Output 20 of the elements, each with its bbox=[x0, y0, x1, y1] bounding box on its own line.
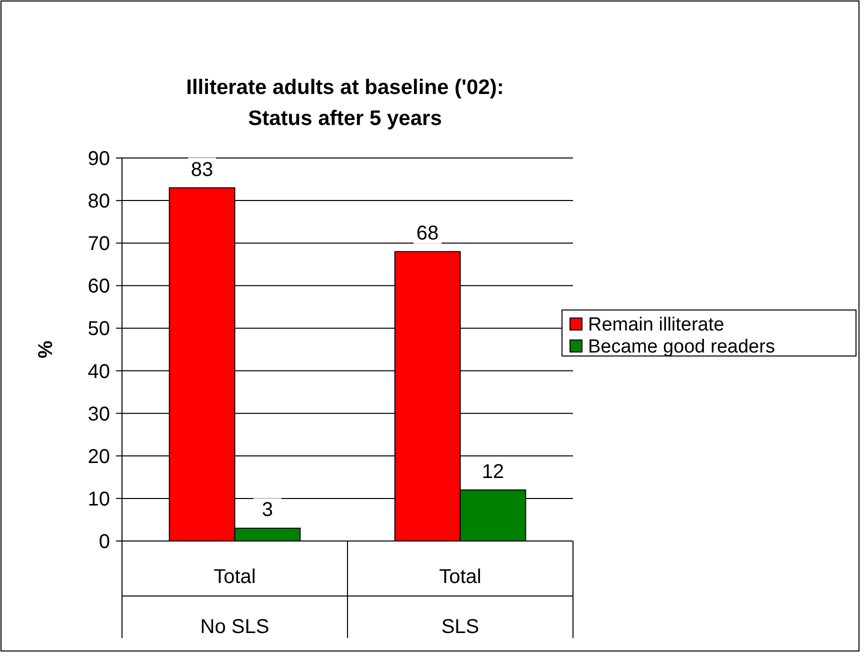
y-tick-label: 50 bbox=[88, 318, 110, 340]
chart-title: Illiterate adults at baseline ('02): Status after 5 years bbox=[186, 76, 504, 130]
y-tick-label: 10 bbox=[88, 488, 110, 510]
y-tick-label: 60 bbox=[88, 276, 110, 298]
category-label: Total No SLS bbox=[200, 566, 270, 638]
y-tick-label: 80 bbox=[88, 190, 110, 213]
y-tick-label: 70 bbox=[88, 233, 110, 256]
y-tick-label: 90 bbox=[88, 148, 110, 170]
y-tick-label: 0 bbox=[98, 531, 110, 553]
y-tick-label: 20 bbox=[88, 446, 110, 468]
y-axis-title: % bbox=[35, 340, 57, 358]
category-label: Total SLS bbox=[439, 566, 482, 638]
data-label: 83 bbox=[190, 158, 214, 181]
data-label: 12 bbox=[482, 460, 504, 483]
y-tick-label: 30 bbox=[88, 403, 110, 426]
legend-label: Became good readers bbox=[588, 336, 775, 358]
data-label: 68 bbox=[416, 222, 439, 245]
data-label: 3 bbox=[262, 499, 274, 522]
legend-label: Remain illiterate bbox=[588, 314, 724, 336]
y-tick-label: 40 bbox=[88, 360, 110, 383]
